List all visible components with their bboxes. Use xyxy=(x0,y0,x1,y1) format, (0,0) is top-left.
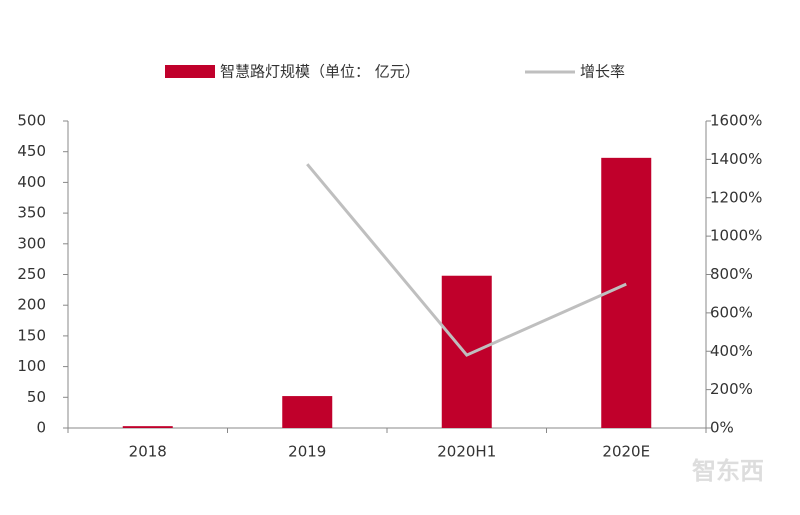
bar xyxy=(441,275,492,428)
y2-tick-label: 1600% xyxy=(710,112,762,130)
watermark: 智东西 xyxy=(692,457,764,485)
y2-tick-label: 800% xyxy=(710,265,753,283)
y-tick-label: 250 xyxy=(17,265,46,283)
bar xyxy=(122,426,173,428)
y2-tick-label: 200% xyxy=(710,380,753,398)
x-tick-label: 2020E xyxy=(602,443,650,461)
bar xyxy=(282,396,333,428)
y-tick-label: 150 xyxy=(17,326,46,344)
y-tick-label: 350 xyxy=(17,204,46,222)
y-tick-label: 300 xyxy=(17,234,46,252)
x-tick-label: 2019 xyxy=(288,443,326,461)
x-tick-label: 2018 xyxy=(129,443,167,461)
y2-tick-label: 0% xyxy=(710,419,734,437)
y2-tick-label: 400% xyxy=(710,342,753,360)
y-tick-label: 100 xyxy=(17,357,46,375)
y-tick-label: 500 xyxy=(17,112,46,130)
legend-label: 智慧路灯规模（单位： 亿元） xyxy=(220,63,420,81)
y2-tick-label: 1200% xyxy=(710,188,762,206)
y2-tick-label: 600% xyxy=(710,303,753,321)
y2-tick-label: 1000% xyxy=(710,227,762,245)
line xyxy=(306,163,627,357)
x-tick-label: 2020H1 xyxy=(437,443,496,461)
y-tick-label: 50 xyxy=(27,388,46,406)
y-tick-label: 450 xyxy=(17,142,46,160)
legend-swatch xyxy=(165,65,215,78)
y-tick-label: 400 xyxy=(17,173,46,191)
y-tick-label: 200 xyxy=(17,296,46,314)
y-tick-label: 0 xyxy=(36,419,46,437)
legend-label: 增长率 xyxy=(580,63,625,81)
y2-tick-label: 1400% xyxy=(710,150,762,168)
